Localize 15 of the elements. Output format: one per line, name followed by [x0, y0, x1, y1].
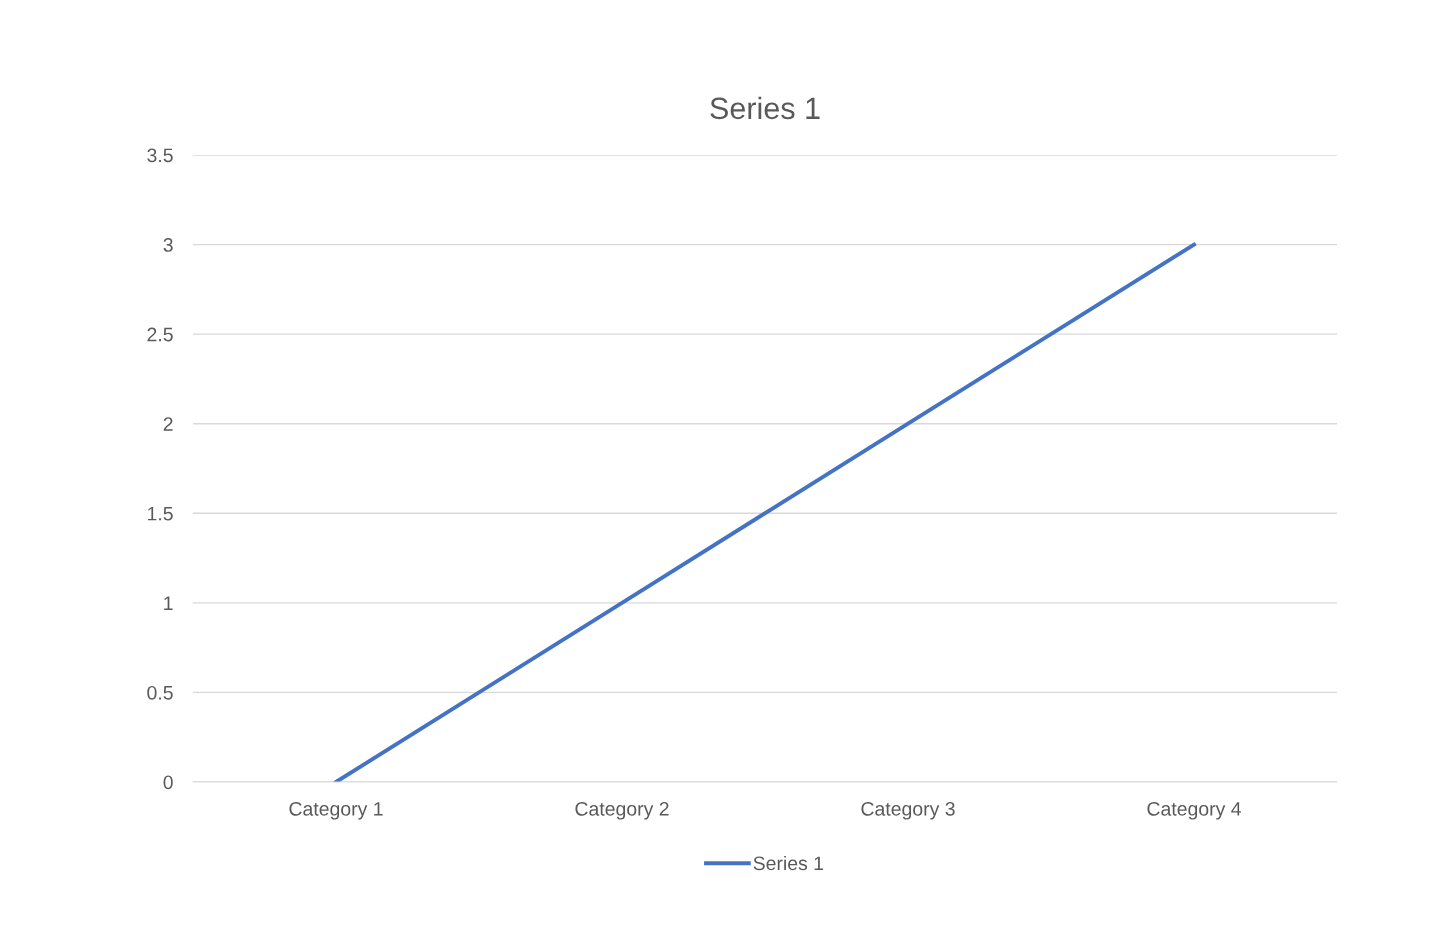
y-tick-label: 3.5 — [147, 148, 173, 163]
y-tick-label: 2 — [163, 417, 173, 431]
line-series — [334, 242, 1196, 782]
y-tick-label: 0 — [163, 775, 173, 790]
chart-title: Series 1 — [710, 96, 820, 120]
x-tick-label: Category 1 — [289, 801, 383, 820]
y-tick-label: 0.5 — [147, 685, 173, 700]
x-tick-label: Category 4 — [1147, 801, 1241, 820]
x-tick-label: Category 2 — [575, 801, 669, 820]
y-tick-label: 2.5 — [147, 327, 173, 342]
x-tick-label: Category 3 — [861, 801, 955, 820]
y-tick-label: 3 — [163, 238, 173, 252]
y-tick-label: 1 — [164, 596, 173, 610]
legend-label: Series 1 — [753, 855, 824, 871]
y-tick-label: 1.5 — [148, 506, 173, 521]
